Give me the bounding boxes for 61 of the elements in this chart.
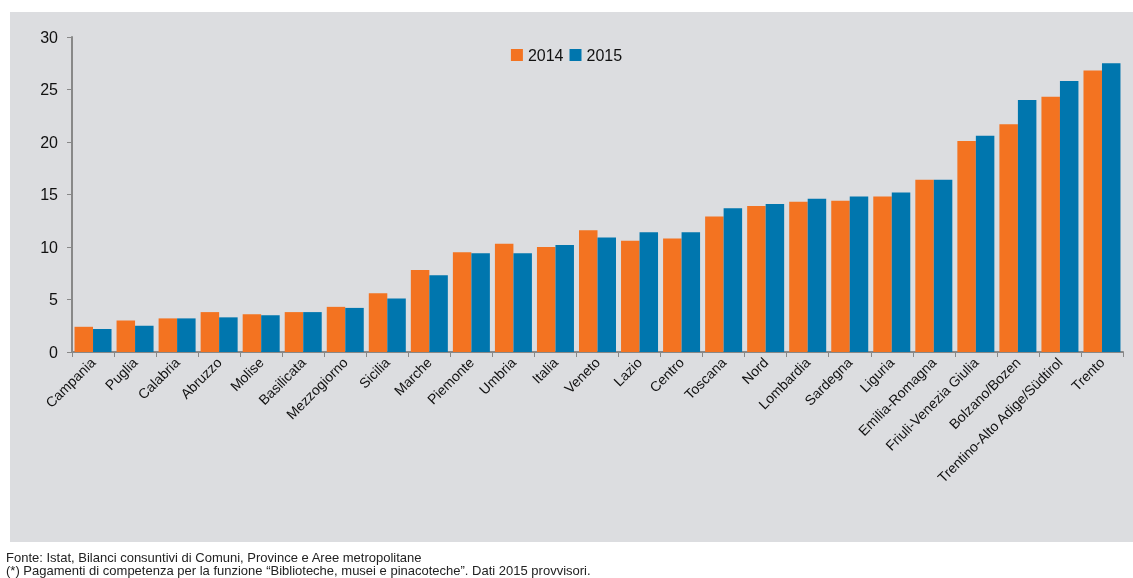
bar [621, 240, 640, 352]
y-tick-label: 5 [49, 291, 59, 308]
bar [284, 312, 304, 352]
bar [765, 203, 785, 352]
bar [663, 238, 682, 352]
bar [326, 306, 346, 352]
bar [93, 328, 112, 352]
bar [368, 293, 388, 352]
legend-label: 2014 [527, 46, 564, 64]
y-tick-label: 0 [49, 343, 59, 361]
bar [303, 312, 322, 352]
bar [891, 192, 911, 352]
bar [158, 318, 178, 352]
bar [429, 275, 448, 352]
bar [494, 243, 514, 352]
bar [387, 298, 406, 352]
bar [873, 196, 892, 352]
bar [681, 232, 701, 352]
bar [1041, 96, 1060, 352]
bar [452, 252, 472, 352]
y-tick-label: 20 [40, 133, 59, 151]
bar [345, 307, 364, 352]
y-tick-label: 10 [40, 238, 59, 256]
bar [807, 198, 827, 352]
bar [1101, 63, 1121, 352]
bar [555, 244, 574, 352]
bar [915, 179, 934, 352]
bar [975, 135, 995, 352]
bar [410, 270, 430, 352]
y-tick-label: 15 [40, 186, 59, 203]
y-tick-label: 25 [40, 81, 59, 98]
y-tick-label: 30 [40, 28, 59, 46]
bar [177, 318, 196, 352]
source-note: Fonte: Istat, Bilanci consuntivi di Comuni, Province e Aree metropolitane [6, 550, 422, 565]
bar [639, 232, 659, 352]
bar [849, 196, 869, 352]
bar [471, 253, 490, 352]
bar [261, 315, 280, 352]
bar [200, 312, 220, 352]
legend-label: 2015 [586, 46, 623, 64]
bar [74, 326, 94, 352]
bar [513, 253, 532, 352]
bar [831, 200, 850, 352]
bar [1017, 100, 1037, 352]
bar [999, 124, 1018, 352]
bar [933, 179, 953, 352]
bar [116, 320, 136, 352]
bar [705, 216, 724, 352]
text: (*) Pagamenti di competenza per la funzione “Biblioteche, musei e pinacoteche”. Dati 2015 provvisori. [6, 563, 591, 578]
bar [536, 247, 556, 352]
bar [135, 325, 154, 352]
bar [579, 230, 598, 352]
bar [1059, 81, 1079, 352]
bar [597, 237, 616, 352]
bar [747, 206, 766, 352]
bar [219, 317, 238, 352]
bar [723, 208, 743, 352]
bar [789, 201, 808, 352]
bar [242, 314, 262, 352]
bar [957, 140, 976, 352]
bar [1083, 70, 1102, 352]
